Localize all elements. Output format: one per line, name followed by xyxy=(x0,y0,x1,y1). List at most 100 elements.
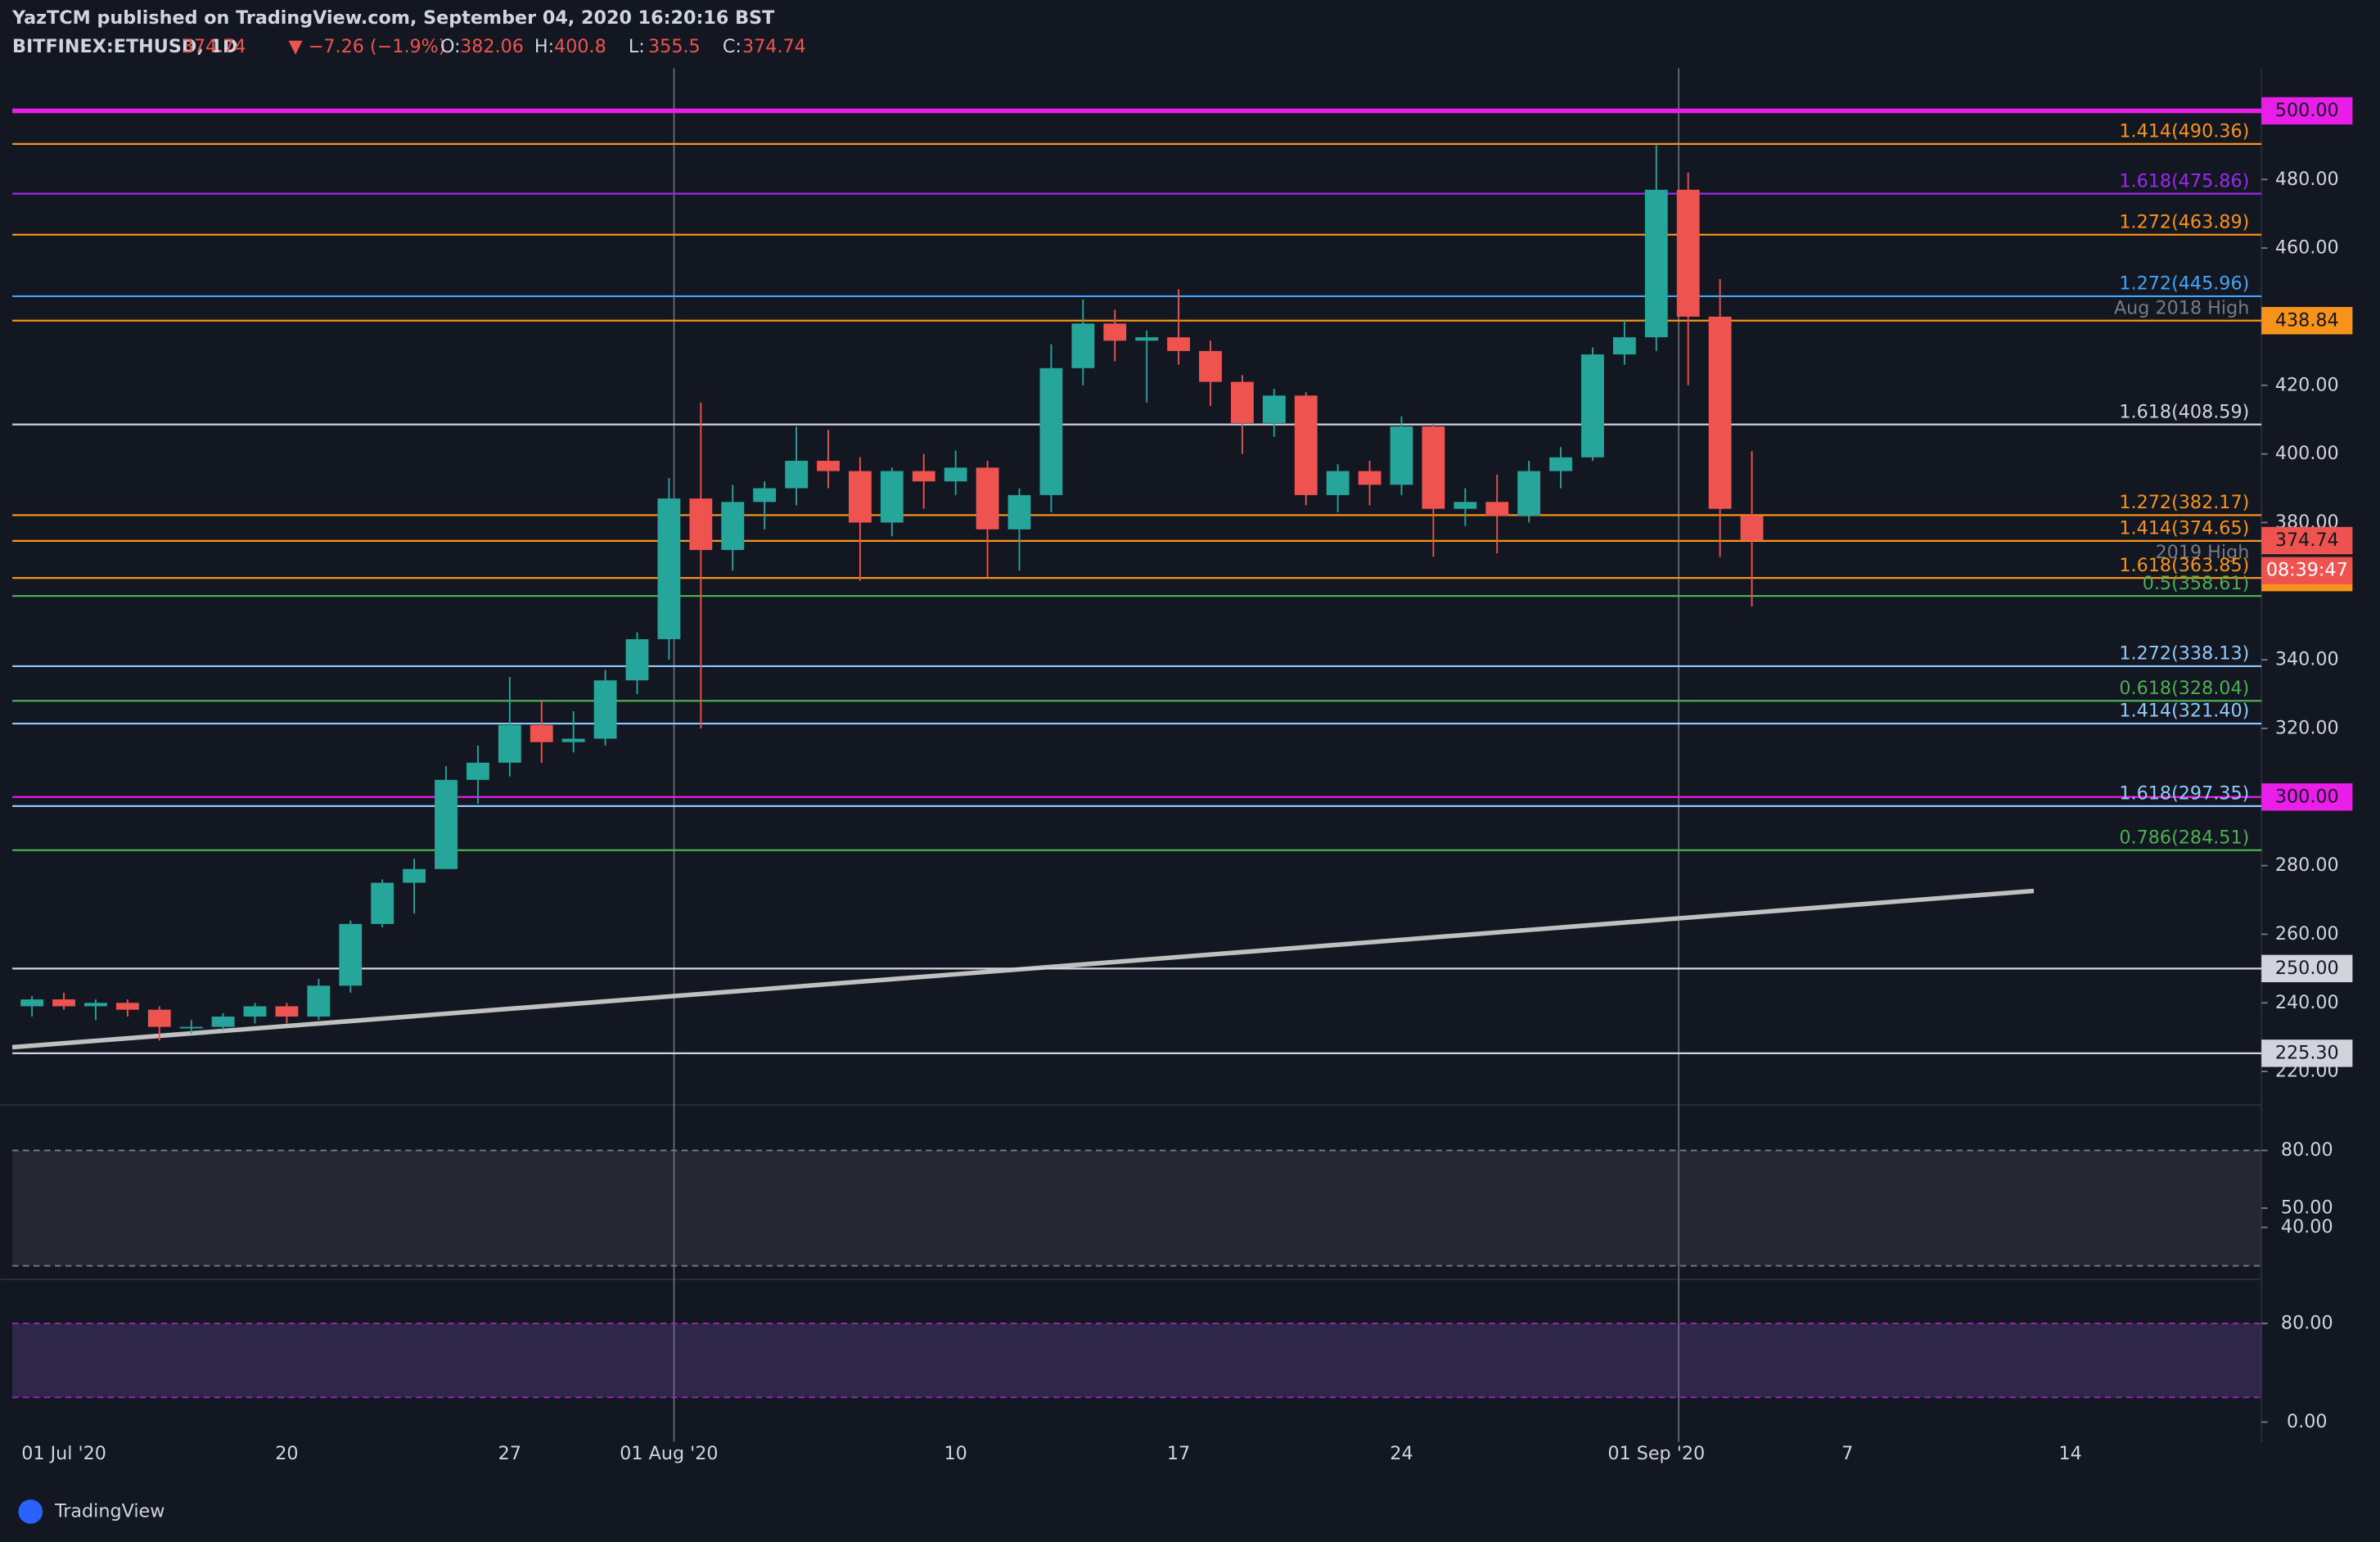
candle-body xyxy=(1454,502,1477,509)
edge-label: 01 Jul '20 xyxy=(21,1443,106,1464)
price-tag-label: 500.00 xyxy=(2275,100,2339,121)
candle-body xyxy=(275,1006,299,1017)
candle-body xyxy=(467,762,489,780)
level-label: 0.618(328.04) xyxy=(2119,678,2249,699)
candle-body xyxy=(1007,494,1031,530)
candle-body xyxy=(880,471,904,523)
y-tick-label: 340.00 xyxy=(2275,649,2339,670)
level-label: 0.786(284.51) xyxy=(2119,827,2249,848)
price-tag xyxy=(2261,954,2353,983)
x-tick-label: 01 Sep '20 xyxy=(1607,1443,1705,1464)
candle-body xyxy=(721,502,745,550)
y-tick-label: 400.00 xyxy=(2275,443,2339,464)
candle-body xyxy=(1422,426,1445,509)
ohlc-label: L: xyxy=(629,36,645,57)
candle-body xyxy=(1199,350,1222,382)
candle-body xyxy=(1644,189,1668,338)
candle-body xyxy=(1326,471,1350,495)
y-tick-label: 80.00 xyxy=(2281,1312,2333,1333)
countdown: 08:39:47 xyxy=(2266,560,2348,581)
candle-body xyxy=(371,882,394,924)
candle-body xyxy=(1135,337,1159,341)
last-price: 374.74 xyxy=(183,36,246,57)
y-tick-label: 80.00 xyxy=(2281,1139,2333,1161)
candle-body xyxy=(1708,316,1732,509)
level-label: 1.618(297.35) xyxy=(2119,783,2249,805)
candle-body xyxy=(1103,323,1127,341)
candle-body xyxy=(52,999,75,1007)
level-label: 0.5(358.61) xyxy=(2143,573,2250,594)
candle-body xyxy=(1071,323,1095,368)
price-tag-label: 250.00 xyxy=(2275,958,2339,979)
level-label: 1.414(321.40) xyxy=(2119,701,2249,722)
candle-body xyxy=(179,1026,203,1029)
x-tick-label: 7 xyxy=(1841,1443,1853,1464)
level-label: 1.618(475.86) xyxy=(2119,170,2249,192)
y-tick-label: 480.00 xyxy=(2275,169,2339,190)
y-tick-label: 260.00 xyxy=(2275,923,2339,945)
y-tick-label: 460.00 xyxy=(2275,237,2339,259)
candle-body xyxy=(84,1003,107,1007)
logo-icon[interactable] xyxy=(18,1499,43,1524)
y-tick-label: 280.00 xyxy=(2275,854,2339,876)
logo[interactable]: TradingView xyxy=(54,1500,165,1522)
change: ▼ −7.26 (−1.9%) xyxy=(289,36,446,57)
stoch-band xyxy=(12,1323,2262,1398)
x-tick-label: 14 xyxy=(2059,1443,2082,1464)
price-tag-label: 438.84 xyxy=(2275,309,2339,331)
candle-body xyxy=(657,498,681,639)
candle-body xyxy=(498,724,521,763)
candle-body xyxy=(1390,426,1413,485)
countdown-tag xyxy=(2261,557,2353,584)
x-tick-label: 10 xyxy=(944,1443,967,1464)
candle-body xyxy=(561,738,585,742)
candle-body xyxy=(1230,381,1254,423)
rsi-band xyxy=(12,1150,2262,1266)
candle-body xyxy=(1676,189,1700,317)
price-tag xyxy=(2261,1039,2353,1067)
candle-body xyxy=(848,471,872,523)
publisher: YazTCM published on TradingView.com, Sep… xyxy=(11,7,775,29)
candle-body xyxy=(435,779,458,869)
candle-body xyxy=(1039,367,1063,495)
level-label: 1.272(445.96) xyxy=(2119,273,2249,295)
symbol: BITFINEX:ETHUSD, 1D xyxy=(12,36,237,57)
candle-body xyxy=(403,868,426,883)
x-tick-label: 17 xyxy=(1167,1443,1190,1464)
y-tick-label: 0.00 xyxy=(2287,1411,2328,1432)
level-label: 1.618(408.59) xyxy=(2119,401,2249,422)
level-label: 1.414(490.36) xyxy=(2119,120,2249,142)
ohlc-value: 374.74 xyxy=(742,36,806,57)
y-tick-label: 320.00 xyxy=(2275,717,2339,738)
candle-body xyxy=(817,460,840,471)
candle-body xyxy=(785,460,808,489)
candle-body xyxy=(530,724,553,742)
candle-body xyxy=(753,488,777,503)
level-label: 1.272(338.13) xyxy=(2119,643,2249,665)
price-tag xyxy=(2261,526,2353,555)
price-tag xyxy=(2261,97,2353,125)
price-tag-label: 225.30 xyxy=(2275,1042,2339,1063)
ohlc-label: H: xyxy=(534,36,554,57)
candle-body xyxy=(689,498,713,550)
level-note: 2019 High xyxy=(2155,542,2249,563)
ohlc-label: O: xyxy=(440,36,461,57)
x-tick-label: 24 xyxy=(1390,1443,1413,1464)
y-tick-label: 50.00 xyxy=(2281,1197,2333,1219)
x-tick-label: 27 xyxy=(498,1443,521,1464)
candle-body xyxy=(944,467,967,482)
candle-body xyxy=(1740,515,1764,541)
candle-body xyxy=(1612,337,1636,355)
level-label: 1.618(363.85) xyxy=(2119,555,2249,576)
price-tag-label: 300.00 xyxy=(2275,786,2339,807)
candle-body xyxy=(1358,471,1382,485)
candle-body xyxy=(593,680,617,739)
candle-body xyxy=(1581,354,1604,458)
price-tag xyxy=(2261,307,2353,335)
candle-body xyxy=(339,923,363,986)
candle-body xyxy=(147,1009,171,1027)
ohlc-value: 355.5 xyxy=(648,36,701,57)
ohlc-value: 382.06 xyxy=(460,36,524,57)
